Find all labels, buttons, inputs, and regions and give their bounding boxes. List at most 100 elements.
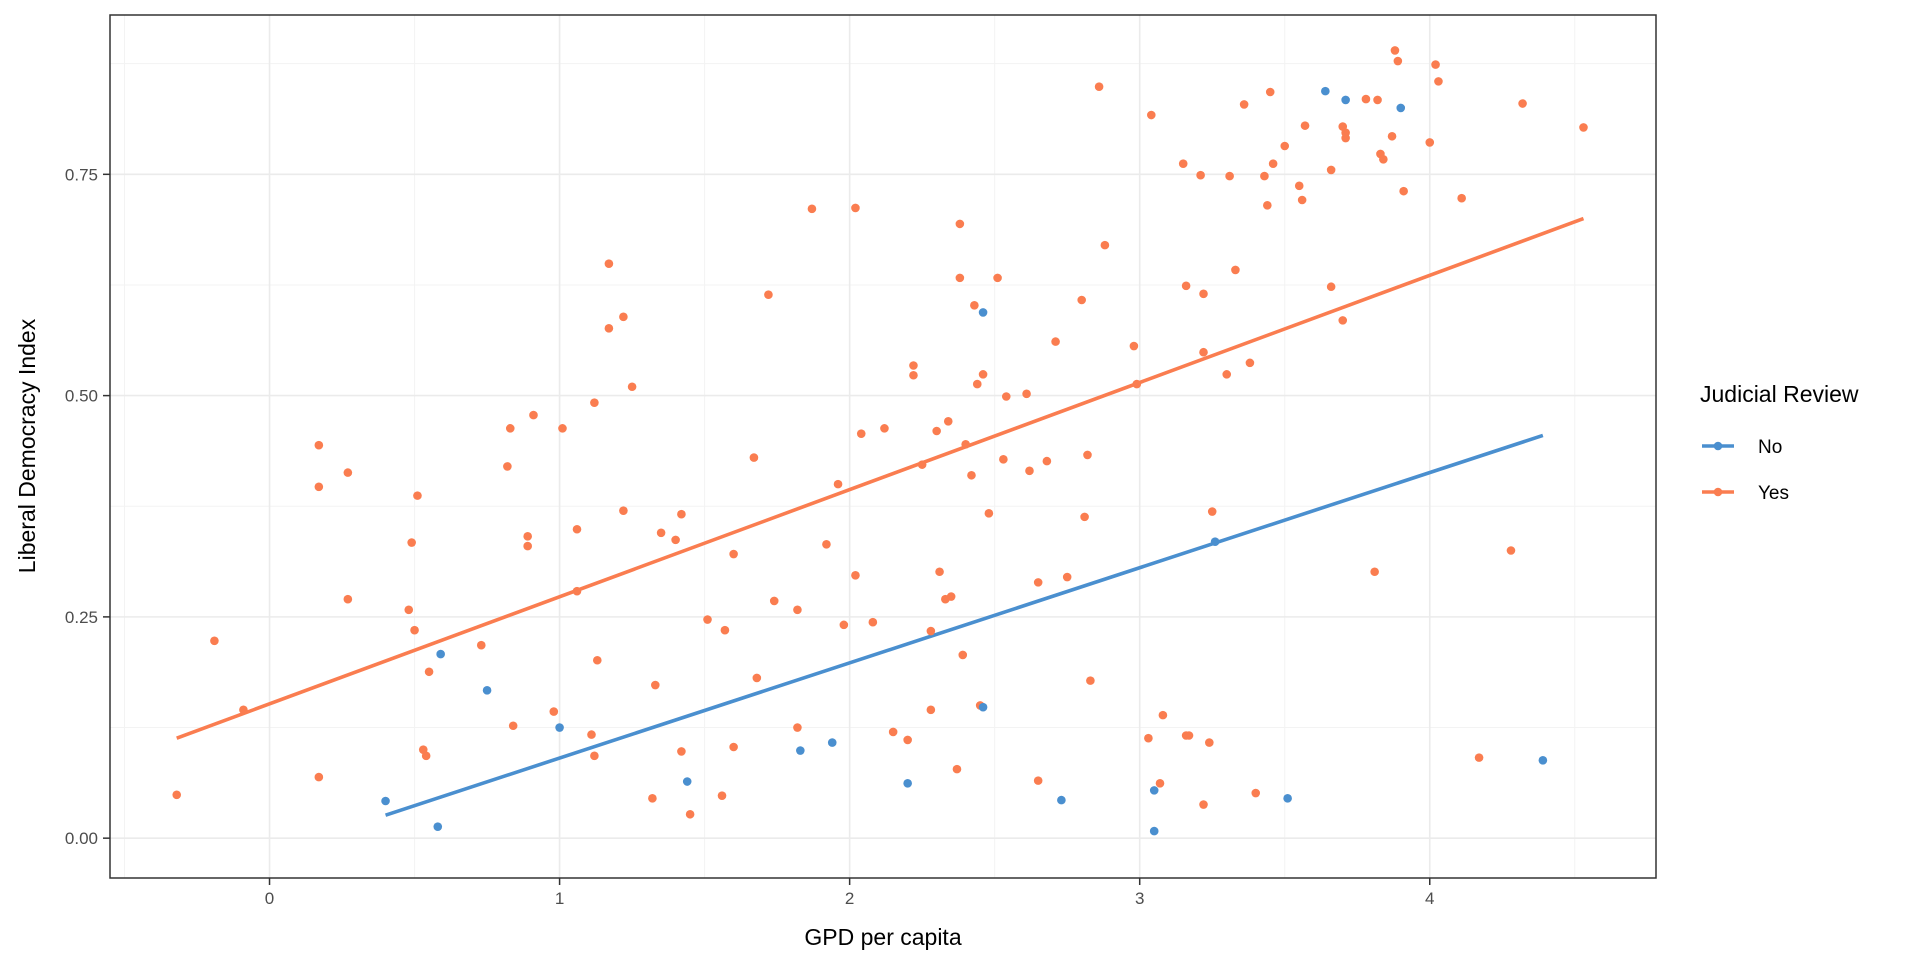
data-point-yes xyxy=(833,479,843,489)
data-point-yes xyxy=(952,764,962,774)
data-point-yes xyxy=(717,791,727,800)
data-point-yes xyxy=(955,219,965,229)
data-point-yes xyxy=(1506,546,1516,555)
data-point-yes xyxy=(729,742,738,752)
data-point-yes xyxy=(1100,240,1110,250)
data-point-yes xyxy=(1199,800,1208,809)
data-point-yes xyxy=(955,273,965,283)
data-points xyxy=(172,46,1588,836)
data-point-yes xyxy=(999,455,1008,464)
data-point-yes xyxy=(909,361,918,370)
data-point-yes xyxy=(314,482,324,492)
data-point-yes xyxy=(210,636,219,646)
data-point-yes xyxy=(1297,195,1307,205)
data-point-yes xyxy=(961,439,970,449)
data-point-yes xyxy=(1094,82,1104,91)
data-point-yes xyxy=(413,491,422,500)
data-point-yes xyxy=(839,620,849,630)
y-tick-label: 0.50 xyxy=(65,387,98,406)
data-point-no xyxy=(436,649,445,659)
data-point-yes xyxy=(523,532,532,541)
data-point-no xyxy=(978,308,988,317)
data-point-yes xyxy=(1225,171,1234,181)
data-point-yes xyxy=(903,735,912,745)
data-point-yes xyxy=(505,424,515,433)
data-point-no xyxy=(1149,826,1159,836)
data-point-yes xyxy=(793,605,802,615)
data-point-yes xyxy=(888,727,898,737)
data-point-yes xyxy=(1434,77,1443,86)
data-point-no xyxy=(978,702,988,712)
data-point-yes xyxy=(648,794,657,803)
data-point-yes xyxy=(1341,128,1350,138)
data-point-yes xyxy=(651,680,660,690)
data-point-yes xyxy=(404,605,414,615)
data-point-yes xyxy=(1268,159,1278,169)
data-point-yes xyxy=(1474,753,1484,762)
y-axis: 0.00 0.25 0.50 0.75 xyxy=(65,165,110,848)
data-point-yes xyxy=(970,301,979,310)
data-point-no xyxy=(482,686,492,695)
data-point-yes xyxy=(172,790,182,800)
legend-key-point xyxy=(1713,487,1723,497)
data-point-yes xyxy=(592,655,602,665)
data-point-yes xyxy=(1300,121,1310,130)
data-point-yes xyxy=(677,509,686,519)
data-point-yes xyxy=(685,809,695,819)
data-point-yes xyxy=(619,506,628,515)
data-point-yes xyxy=(703,615,712,624)
data-point-yes xyxy=(822,540,831,549)
data-point-yes xyxy=(868,617,878,627)
data-point-yes xyxy=(671,535,680,545)
data-point-yes xyxy=(1245,358,1255,368)
data-point-yes xyxy=(749,453,759,462)
data-point-yes xyxy=(1086,676,1095,685)
grid-major xyxy=(110,15,1656,878)
data-point-yes xyxy=(421,751,431,761)
data-point-yes xyxy=(946,592,956,601)
data-point-yes xyxy=(1205,738,1214,747)
fit-lines xyxy=(176,216,1585,817)
data-point-yes xyxy=(1373,95,1382,105)
data-point-yes xyxy=(656,528,666,538)
data-point-yes xyxy=(1263,201,1272,210)
y-tick-label: 0.25 xyxy=(65,608,98,627)
x-tick-label: 4 xyxy=(1425,889,1434,908)
data-point-yes xyxy=(503,462,512,471)
fit-line-no xyxy=(384,433,1544,817)
data-point-yes xyxy=(1196,170,1205,180)
data-point-yes xyxy=(1393,56,1403,66)
data-point-yes xyxy=(880,424,889,433)
data-point-yes xyxy=(572,586,582,596)
data-point-yes xyxy=(1129,341,1139,351)
data-point-yes xyxy=(851,570,860,580)
fit-line-yes xyxy=(176,216,1585,740)
data-point-yes xyxy=(410,625,419,635)
data-point-no xyxy=(1283,794,1292,803)
data-point-yes xyxy=(1251,788,1261,798)
data-point-no xyxy=(827,738,837,747)
data-point-yes xyxy=(1080,512,1089,522)
data-point-yes xyxy=(1294,181,1304,191)
data-point-yes xyxy=(1199,289,1208,299)
data-point-yes xyxy=(1387,131,1397,141)
data-point-yes xyxy=(1431,60,1440,69)
data-point-yes xyxy=(1326,282,1336,292)
data-point-yes xyxy=(1457,193,1466,203)
data-point-yes xyxy=(1222,370,1232,379)
data-point-yes xyxy=(1280,141,1290,151)
x-tick-label: 2 xyxy=(845,889,854,908)
legend-title: Judicial Review xyxy=(1700,381,1859,407)
data-point-yes xyxy=(677,747,686,756)
data-point-yes xyxy=(549,707,559,716)
data-point-yes xyxy=(1425,138,1435,147)
data-point-no xyxy=(381,796,390,806)
data-point-no xyxy=(903,778,912,788)
data-point-yes xyxy=(851,203,860,213)
data-point-yes xyxy=(1033,776,1043,785)
data-point-no xyxy=(433,822,443,831)
data-point-yes xyxy=(729,549,738,559)
data-point-yes xyxy=(807,204,817,214)
data-point-yes xyxy=(1025,466,1034,476)
data-point-yes xyxy=(1399,186,1408,196)
